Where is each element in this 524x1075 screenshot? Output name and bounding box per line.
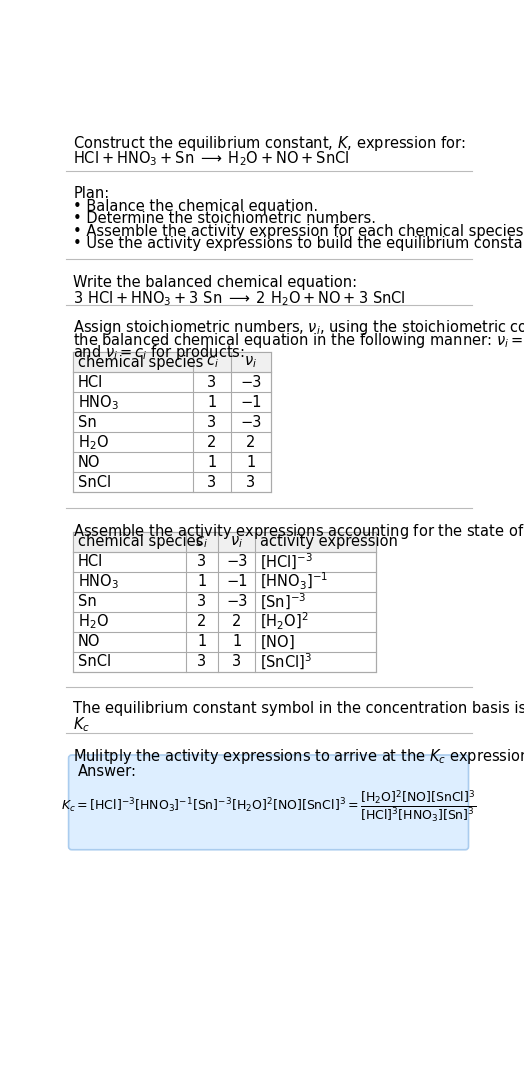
Text: −3: −3: [226, 594, 247, 610]
Text: NO: NO: [78, 455, 101, 470]
Text: SnCl: SnCl: [78, 475, 111, 490]
Text: $[\mathrm{HCl}]^{-3}$: $[\mathrm{HCl}]^{-3}$: [260, 551, 313, 572]
Text: $\mathrm{HNO_3}$: $\mathrm{HNO_3}$: [78, 393, 119, 412]
Text: 1: 1: [197, 634, 206, 649]
Text: $c_i$: $c_i$: [195, 534, 209, 549]
Text: SnCl: SnCl: [78, 655, 111, 670]
Text: 3: 3: [246, 475, 255, 490]
Text: • Use the activity expressions to build the equilibrium constant expression.: • Use the activity expressions to build …: [73, 236, 524, 252]
Text: −3: −3: [226, 555, 247, 570]
Text: $\mathrm{HNO_3}$: $\mathrm{HNO_3}$: [78, 572, 119, 591]
Text: $[\mathrm{HNO_3}]^{-1}$: $[\mathrm{HNO_3}]^{-1}$: [260, 571, 328, 592]
Text: 3: 3: [198, 655, 206, 670]
Text: $c_i$: $c_i$: [205, 355, 219, 370]
Text: and $\nu_i = c_i$ for products:: and $\nu_i = c_i$ for products:: [73, 343, 245, 362]
Text: 2: 2: [197, 614, 206, 629]
Text: Write the balanced chemical equation:: Write the balanced chemical equation:: [73, 274, 357, 289]
Text: The equilibrium constant symbol in the concentration basis is:: The equilibrium constant symbol in the c…: [73, 701, 524, 716]
Text: 1: 1: [208, 455, 216, 470]
Text: • Balance the chemical equation.: • Balance the chemical equation.: [73, 199, 319, 214]
Text: Construct the equilibrium constant, $K$, expression for:: Construct the equilibrium constant, $K$,…: [73, 134, 466, 154]
Text: $K_c = [\mathrm{HCl}]^{-3}[\mathrm{HNO_3}]^{-1}[\mathrm{Sn}]^{-3}[\mathrm{H_2O}]: $K_c = [\mathrm{HCl}]^{-3}[\mathrm{HNO_3…: [61, 788, 476, 823]
Text: $[\mathrm{NO}]$: $[\mathrm{NO}]$: [260, 633, 294, 650]
Text: 3: 3: [208, 475, 216, 490]
Bar: [73, 532, 376, 672]
Text: 1: 1: [246, 455, 255, 470]
Text: • Determine the stoichiometric numbers.: • Determine the stoichiometric numbers.: [73, 212, 376, 227]
Text: $[\mathrm{SnCl}]^{3}$: $[\mathrm{SnCl}]^{3}$: [260, 651, 312, 672]
Text: 1: 1: [232, 634, 242, 649]
Text: 2: 2: [232, 614, 242, 629]
Text: −3: −3: [240, 375, 261, 390]
Bar: [73, 532, 376, 551]
Text: Assign stoichiometric numbers, $\nu_i$, using the stoichiometric coefficients, $: Assign stoichiometric numbers, $\nu_i$, …: [73, 318, 524, 338]
Text: $[\mathrm{Sn}]^{-3}$: $[\mathrm{Sn}]^{-3}$: [260, 591, 307, 612]
Text: • Assemble the activity expression for each chemical species.: • Assemble the activity expression for e…: [73, 224, 524, 239]
Text: activity expression: activity expression: [260, 534, 398, 549]
Text: $\mathrm{3\ HCl + HNO_3 + 3\ Sn \;\longrightarrow\; 2\ H_2O + NO + 3\ SnCl}$: $\mathrm{3\ HCl + HNO_3 + 3\ Sn \;\longr…: [73, 289, 406, 307]
Text: 3: 3: [198, 555, 206, 570]
Text: chemical species: chemical species: [78, 534, 203, 549]
FancyBboxPatch shape: [69, 755, 468, 849]
Text: −3: −3: [240, 415, 261, 430]
Text: $[\mathrm{H_2O}]^{2}$: $[\mathrm{H_2O}]^{2}$: [260, 612, 309, 632]
Text: Mulitply the activity expressions to arrive at the $K_c$ expression:: Mulitply the activity expressions to arr…: [73, 747, 524, 766]
Text: Assemble the activity expressions accounting for the state of matter and $\nu_i$: Assemble the activity expressions accoun…: [73, 521, 524, 541]
Text: 3: 3: [198, 594, 206, 610]
Text: $\nu_i$: $\nu_i$: [244, 355, 257, 370]
Text: $\mathrm{H_2O}$: $\mathrm{H_2O}$: [78, 433, 109, 452]
Text: $\nu_i$: $\nu_i$: [230, 534, 243, 549]
Text: 3: 3: [208, 415, 216, 430]
Text: Sn: Sn: [78, 594, 96, 610]
Bar: [73, 353, 271, 492]
Text: $K_c$: $K_c$: [73, 715, 90, 733]
Text: NO: NO: [78, 634, 101, 649]
Text: 3: 3: [232, 655, 242, 670]
Text: 2: 2: [208, 435, 216, 450]
Text: HCl: HCl: [78, 375, 103, 390]
Text: 3: 3: [208, 375, 216, 390]
Text: $\mathrm{HCl + HNO_3 + Sn \;\longrightarrow\; H_2O + NO + SnCl}$: $\mathrm{HCl + HNO_3 + Sn \;\longrightar…: [73, 149, 350, 168]
Text: chemical species: chemical species: [78, 355, 203, 370]
Bar: [73, 353, 271, 372]
Text: Sn: Sn: [78, 415, 96, 430]
Text: $\mathrm{H_2O}$: $\mathrm{H_2O}$: [78, 613, 109, 631]
Text: the balanced chemical equation in the following manner: $\nu_i = -c_i$ for react: the balanced chemical equation in the fo…: [73, 331, 524, 349]
Text: 1: 1: [208, 395, 216, 410]
Text: −1: −1: [240, 395, 261, 410]
Text: 1: 1: [197, 574, 206, 589]
Text: HCl: HCl: [78, 555, 103, 570]
Text: Answer:: Answer:: [78, 764, 137, 779]
Text: Plan:: Plan:: [73, 186, 110, 201]
Text: 2: 2: [246, 435, 255, 450]
Text: −1: −1: [226, 574, 247, 589]
